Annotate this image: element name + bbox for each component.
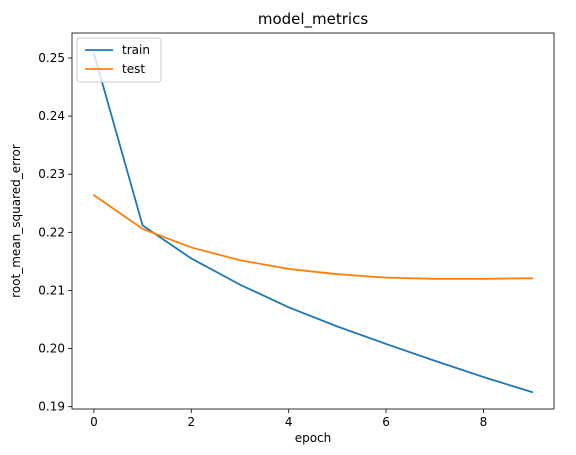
y-tick-label: 0.24 <box>38 109 65 123</box>
chart-title: model_metrics <box>258 10 369 29</box>
x-axis-label: epoch <box>295 431 332 445</box>
y-tick-label: 0.20 <box>38 342 65 356</box>
legend-box <box>76 37 162 83</box>
series-line-train <box>92 52 534 394</box>
x-tick-label: 6 <box>382 415 390 429</box>
x-axis: 0 2 4 6 8 <box>90 409 487 429</box>
y-axis-label: root_mean_squared_error <box>9 144 23 298</box>
series-group <box>92 52 534 394</box>
series-line-test <box>92 193 534 280</box>
y-tick-label: 0.25 <box>38 51 65 65</box>
y-axis: 0.19 0.20 0.21 0.22 0.23 0.24 0.25 <box>38 51 72 414</box>
x-tick-label: 0 <box>90 415 98 429</box>
y-tick-label: 0.22 <box>38 225 65 239</box>
legend-label-test: test <box>122 62 145 76</box>
legend: train test <box>76 37 162 83</box>
y-tick-label: 0.23 <box>38 167 65 181</box>
plot-frame <box>71 32 555 410</box>
x-tick-label: 8 <box>480 415 488 429</box>
y-tick-label: 0.21 <box>38 283 65 297</box>
x-tick-label: 2 <box>187 415 195 429</box>
legend-label-train: train <box>122 43 150 57</box>
x-tick-label: 4 <box>285 415 293 429</box>
y-tick-label: 0.19 <box>38 400 65 414</box>
